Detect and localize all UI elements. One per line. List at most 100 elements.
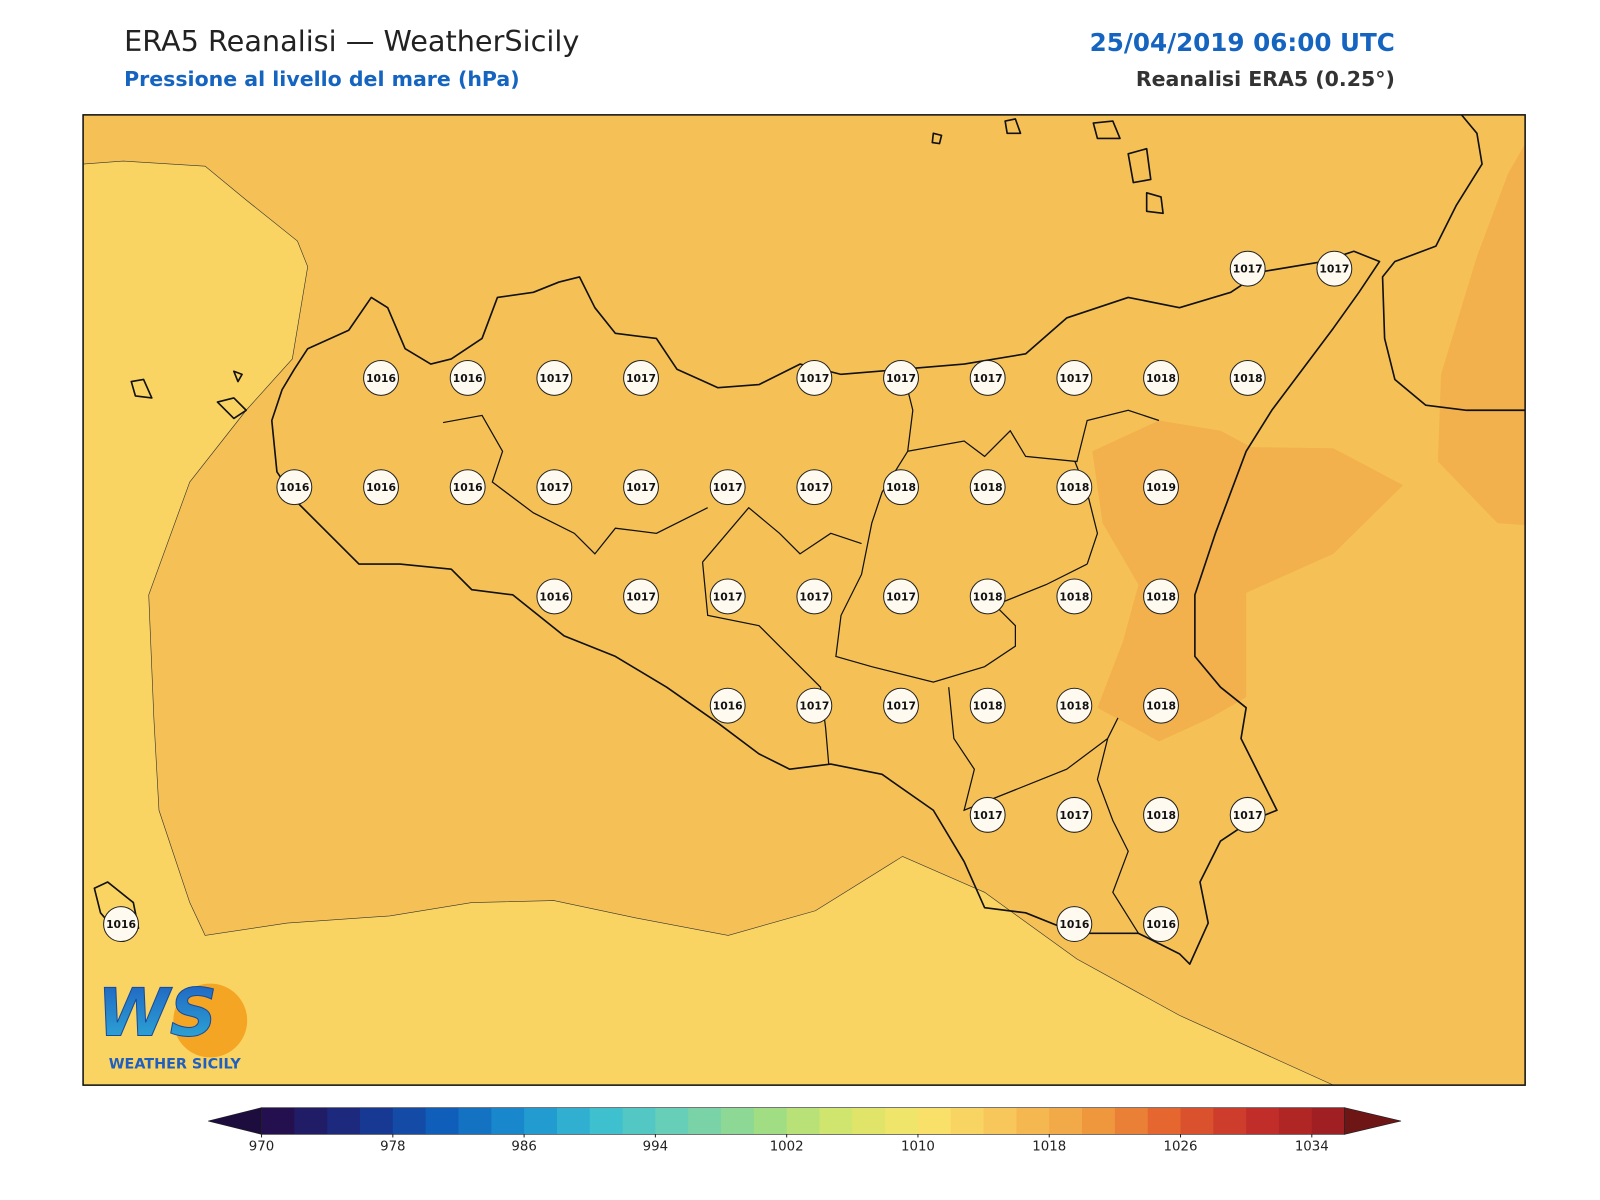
station-value: 1017 bbox=[1319, 263, 1349, 276]
station-marker bbox=[1056, 687, 1093, 724]
station-value: 1017 bbox=[886, 700, 916, 713]
station-marker bbox=[1229, 250, 1266, 287]
colorbar-swatch bbox=[688, 1107, 722, 1135]
station-marker bbox=[363, 469, 399, 506]
colorbar-tick-label: 1034 bbox=[1295, 1140, 1329, 1155]
station-value: 1019 bbox=[1146, 481, 1176, 494]
colorbar-tick-label: 1010 bbox=[901, 1140, 935, 1155]
station-marker bbox=[969, 578, 1006, 615]
station-marker bbox=[363, 359, 399, 396]
station-marker bbox=[1143, 359, 1179, 396]
station-value: 1018 bbox=[973, 481, 1003, 494]
colorbar-swatch bbox=[622, 1107, 656, 1135]
station-value: 1017 bbox=[799, 372, 829, 385]
colorbar-swatch bbox=[294, 1107, 328, 1135]
station-marker bbox=[623, 359, 659, 396]
colorbar-swatch bbox=[917, 1107, 952, 1135]
colorbar-swatch bbox=[1213, 1107, 1247, 1135]
station-value: 1018 bbox=[1059, 700, 1089, 713]
colorbar-swatch bbox=[425, 1107, 459, 1135]
station-marker bbox=[709, 469, 746, 506]
title: ERA5 Reanalisi — WeatherSicily bbox=[124, 24, 579, 58]
colorbar-swatch bbox=[1246, 1107, 1280, 1135]
station-value: 1018 bbox=[1146, 700, 1176, 713]
station-value: 1017 bbox=[799, 481, 829, 494]
station-value: 1017 bbox=[539, 481, 569, 494]
colorbar-swatch bbox=[655, 1107, 689, 1135]
logo-mark: WS bbox=[97, 975, 217, 1051]
station-value: 1018 bbox=[1059, 481, 1089, 494]
colorbar-tick-label: 970 bbox=[249, 1140, 274, 1155]
colorbar-swatch bbox=[1311, 1107, 1346, 1135]
colorbar-swatch bbox=[1114, 1107, 1149, 1135]
colorbar-swatch bbox=[1016, 1107, 1050, 1135]
station-value: 1017 bbox=[1059, 372, 1089, 385]
colorbar-swatch bbox=[556, 1107, 591, 1135]
station-value: 1018 bbox=[1233, 372, 1263, 385]
station-value: 1018 bbox=[1146, 809, 1176, 822]
station-value: 1017 bbox=[626, 590, 656, 603]
station-marker bbox=[796, 469, 833, 506]
colorbar-frame bbox=[261, 1107, 1345, 1135]
map-frame bbox=[82, 114, 1526, 1086]
colorbar-swatch bbox=[786, 1107, 820, 1135]
station-value: 1018 bbox=[1059, 590, 1089, 603]
colorbar-tick-label: 986 bbox=[511, 1140, 536, 1155]
station-marker bbox=[1056, 469, 1093, 506]
station-marker bbox=[709, 578, 746, 615]
high-pressure-zone bbox=[1437, 143, 1526, 526]
station-value: 1016 bbox=[1146, 918, 1176, 931]
station-value: 1017 bbox=[626, 372, 656, 385]
source: Reanalisi ERA5 (0.25°) bbox=[1136, 67, 1395, 91]
station-value: 1018 bbox=[973, 590, 1003, 603]
station-marker bbox=[449, 359, 486, 396]
colorbar-extend-low bbox=[208, 1107, 262, 1135]
station-value: 1018 bbox=[886, 481, 916, 494]
station-marker bbox=[449, 469, 486, 506]
station-marker bbox=[1056, 578, 1093, 615]
station-value: 1017 bbox=[1233, 263, 1263, 276]
station-marker bbox=[969, 687, 1006, 724]
station-marker bbox=[883, 578, 919, 615]
station-marker bbox=[103, 906, 139, 943]
colorbar-swatch bbox=[950, 1107, 985, 1135]
station-marker bbox=[536, 359, 573, 396]
station-marker bbox=[1056, 906, 1093, 943]
station-marker bbox=[709, 687, 746, 724]
colorbar-swatch bbox=[721, 1107, 755, 1135]
station-marker bbox=[883, 359, 919, 396]
station-value: 1016 bbox=[453, 481, 483, 494]
station-marker bbox=[969, 359, 1006, 396]
station-marker bbox=[536, 469, 573, 506]
colorbar-swatch bbox=[983, 1107, 1017, 1135]
colorbar-swatch bbox=[360, 1107, 394, 1135]
colorbar-tick-label: 1018 bbox=[1032, 1140, 1066, 1155]
station-value: 1016 bbox=[279, 481, 309, 494]
colorbar-swatch bbox=[491, 1107, 525, 1135]
station-marker bbox=[1316, 250, 1353, 287]
station-marker bbox=[796, 687, 833, 724]
colorbar-swatch bbox=[1278, 1107, 1313, 1135]
station-marker bbox=[796, 359, 833, 396]
colorbar-swatch bbox=[589, 1107, 624, 1135]
station-value: 1017 bbox=[713, 590, 743, 603]
station-value: 1017 bbox=[1233, 809, 1263, 822]
colorbar-tick-label: 994 bbox=[643, 1140, 668, 1155]
station-marker bbox=[883, 687, 919, 724]
station-value: 1018 bbox=[1146, 590, 1176, 603]
colorbar-swatch bbox=[327, 1107, 361, 1135]
colorbar-swatch bbox=[753, 1107, 788, 1135]
colorbar: 970 978 986 994 1002 1010 1018 1026 1034 bbox=[208, 1107, 1402, 1155]
station-marker bbox=[1143, 796, 1179, 833]
colorbar-swatch bbox=[458, 1107, 492, 1135]
colorbar-swatch bbox=[261, 1107, 295, 1135]
station-value: 1017 bbox=[799, 590, 829, 603]
colorbar-swatch bbox=[524, 1107, 558, 1135]
station-value: 1016 bbox=[713, 700, 743, 713]
station-marker bbox=[796, 578, 833, 615]
colorbar-swatch bbox=[885, 1107, 919, 1135]
station-value: 1017 bbox=[973, 372, 1003, 385]
station-value: 1016 bbox=[366, 481, 396, 494]
station-value: 1016 bbox=[539, 590, 569, 603]
